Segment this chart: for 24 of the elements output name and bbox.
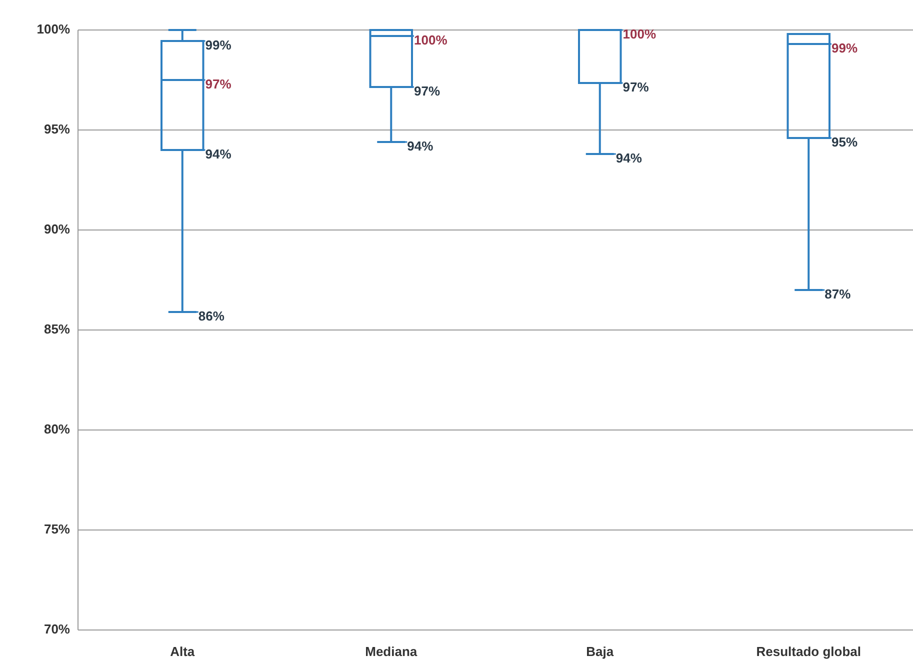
annotation: 95%: [832, 134, 858, 150]
annotation: 99%: [832, 40, 858, 56]
annotation: 94%: [407, 138, 434, 154]
y-tick-label: 70%: [44, 621, 70, 636]
y-tick-label: 95%: [44, 121, 70, 136]
x-tick-label: Mediana: [365, 644, 418, 659]
annotation: 94%: [205, 146, 232, 162]
annotation: 100%: [414, 32, 448, 48]
annotation: 94%: [616, 150, 642, 166]
annotation: 86%: [198, 308, 225, 324]
y-tick-label: 85%: [44, 321, 70, 336]
x-tick-label: Resultado global: [756, 644, 861, 659]
annotation: 100%: [622, 26, 656, 42]
annotation: 97%: [205, 76, 232, 92]
x-tick-label: Alta: [170, 644, 196, 659]
annotation: 87%: [824, 286, 852, 302]
annotation: 99%: [205, 37, 232, 52]
x-tick-label: Baja: [586, 644, 614, 659]
y-tick-label: 75%: [44, 521, 70, 536]
annotation: 97%: [622, 79, 650, 94]
y-tick-label: 100%: [36, 21, 70, 36]
y-tick-label: 90%: [44, 221, 70, 236]
annotation: 97%: [414, 83, 440, 98]
y-tick-label: 80%: [44, 421, 70, 436]
